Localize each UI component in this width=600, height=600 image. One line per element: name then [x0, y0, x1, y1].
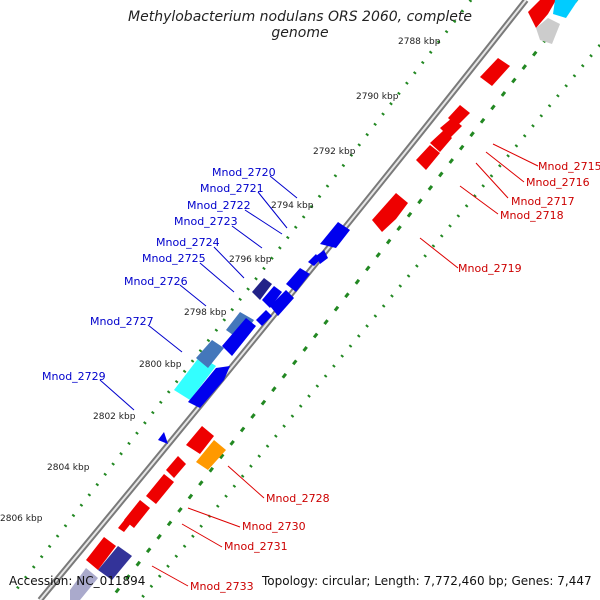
gene-label[interactable]: Mnod_2715: [538, 160, 600, 173]
gene-label[interactable]: Mnod_2726: [124, 275, 188, 288]
tick-label: 2802 kbp: [93, 412, 136, 422]
gene-blue[interactable]: [158, 432, 168, 444]
gene-cyan[interactable]: [553, 0, 578, 18]
gene-red[interactable]: [146, 474, 174, 504]
gene-light[interactable]: [70, 568, 98, 600]
tick-marks: 2788 kbp 2790 kbp 2792 kbp 2794 kbp 2796…: [0, 37, 441, 524]
dashed-line: [108, 0, 579, 600]
gene-red[interactable]: [166, 456, 186, 478]
gene-orange[interactable]: [196, 440, 226, 470]
gene-blue[interactable]: [222, 318, 256, 356]
outer-dot-track: [14, 0, 473, 591]
gene-label[interactable]: Mnod_2716: [526, 176, 590, 189]
tick-label: 2796 kbp: [229, 255, 272, 265]
tick-label: 2806 kbp: [0, 514, 43, 524]
gene-blue[interactable]: [316, 250, 328, 264]
gene-label[interactable]: Mnod_2718: [500, 209, 564, 222]
gene-red[interactable]: [186, 426, 214, 454]
gene-label[interactable]: Mnod_2727: [90, 315, 154, 328]
gene-label[interactable]: Mnod_2729: [42, 370, 106, 383]
gene-label[interactable]: Mnod_2721: [200, 182, 264, 195]
gene-blue[interactable]: [256, 310, 272, 326]
gene-red[interactable]: [416, 145, 440, 170]
tick-label: 2790 kbp: [356, 92, 399, 102]
gene-label[interactable]: Mnod_2719: [458, 262, 522, 275]
gene-blue[interactable]: [320, 222, 350, 248]
left-gene-labels: Mnod_2720 Mnod_2721 Mnod_2722 Mnod_2723 …: [42, 166, 298, 411]
tick-label: 2794 kbp: [271, 201, 314, 211]
gene-label[interactable]: Mnod_2725: [142, 252, 206, 265]
gene-cyan[interactable]: [174, 356, 216, 400]
gene-label[interactable]: Mnod_2730: [242, 520, 306, 533]
gene-label[interactable]: Mnod_2717: [511, 195, 575, 208]
gene-label[interactable]: Mnod_2728: [266, 492, 330, 505]
tick-label: 2800 kbp: [139, 360, 182, 370]
gene-blue[interactable]: [286, 268, 310, 292]
gene-blue[interactable]: [270, 290, 294, 316]
gene-red[interactable]: [372, 193, 408, 232]
tick-label: 2788 kbp: [398, 37, 441, 47]
gene-red[interactable]: [480, 58, 510, 86]
gene-label[interactable]: Mnod_2723: [174, 215, 238, 228]
inner-dot-track: [138, 44, 600, 600]
tick-label: 2804 kbp: [47, 463, 90, 473]
outer-dotted-line: [14, 0, 473, 591]
gene-navy[interactable]: [252, 278, 272, 300]
map-title: Methylobacterium nodulans ORS 2060, comp…: [128, 9, 472, 41]
gene-label[interactable]: Mnod_2720: [212, 166, 276, 179]
gene-red[interactable]: [430, 130, 452, 152]
gene-navy[interactable]: [98, 546, 132, 580]
gene-label[interactable]: Mnod_2731: [224, 540, 288, 553]
gene-gray[interactable]: [536, 18, 560, 44]
gene-red[interactable]: [124, 500, 150, 528]
gene-label[interactable]: Mnod_2733: [190, 580, 254, 593]
inner-dotted-line: [138, 44, 600, 600]
accession-text: Accession: NC_011894: [9, 574, 146, 588]
gene-steelblue[interactable]: [196, 340, 224, 368]
gene-label[interactable]: Mnod_2724: [156, 236, 220, 249]
tick-label: 2792 kbp: [313, 147, 356, 157]
tick-label: 2798 kbp: [184, 308, 227, 318]
gene-red[interactable]: [528, 0, 548, 28]
reverse-strand-genes: [158, 222, 350, 444]
gene-blue[interactable]: [262, 286, 282, 308]
right-gene-labels: Mnod_2715 Mnod_2716 Mnod_2717 Mnod_2718 …: [151, 143, 600, 593]
genome-summary-text: Topology: circular; Length: 7,772,460 bp…: [262, 574, 592, 588]
gene-blue[interactable]: [188, 366, 230, 408]
forward-strand-genes: [70, 0, 578, 600]
gc-dash-track: [108, 0, 579, 600]
gene-label[interactable]: Mnod_2722: [187, 199, 251, 212]
gene-red[interactable]: [86, 537, 116, 570]
